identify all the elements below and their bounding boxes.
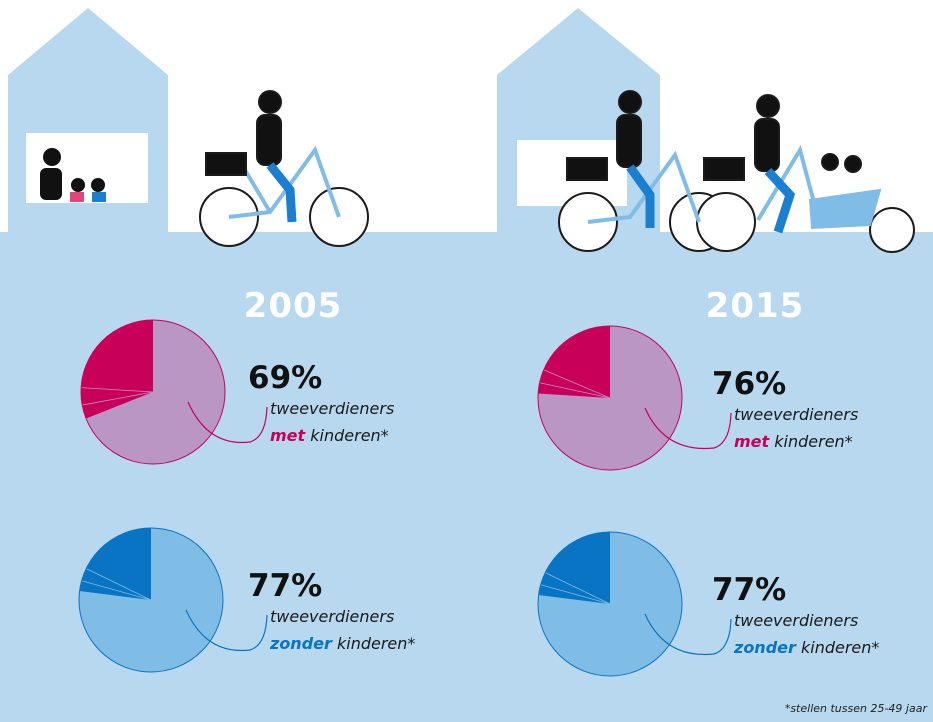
- caption: tweeverdieners: [734, 611, 858, 630]
- value-label: 76%: [712, 366, 786, 402]
- highlight: zonder: [269, 634, 333, 653]
- caption-line: zonder kinderen*: [269, 634, 415, 653]
- year-title: 2015: [706, 286, 805, 326]
- caption-end: kinderen*: [774, 432, 852, 451]
- caption-line: met kinderen*: [270, 426, 389, 445]
- caption: tweeverdieners: [270, 399, 394, 418]
- caption-end: kinderen*: [337, 634, 415, 653]
- caption: tweeverdieners: [734, 405, 858, 424]
- caption-end: kinderen*: [801, 638, 879, 657]
- highlight: met: [270, 426, 307, 445]
- footnote: *stellen tussen 25-49 jaar: [785, 702, 929, 715]
- highlight: zonder: [733, 638, 797, 657]
- caption-end: kinderen*: [310, 426, 388, 445]
- value-label: 77%: [712, 572, 786, 608]
- year-title: 2005: [244, 286, 343, 326]
- caption-line: zonder kinderen*: [733, 638, 879, 657]
- value-label: 69%: [248, 360, 322, 396]
- infographic: *stellen tussen 25-49 jaar 2005 69% tweeve…: [0, 0, 933, 722]
- caption-line: met kinderen*: [734, 432, 853, 451]
- caption: tweeverdieners: [270, 607, 394, 626]
- value-label: 77%: [248, 568, 322, 604]
- highlight: met: [734, 432, 771, 451]
